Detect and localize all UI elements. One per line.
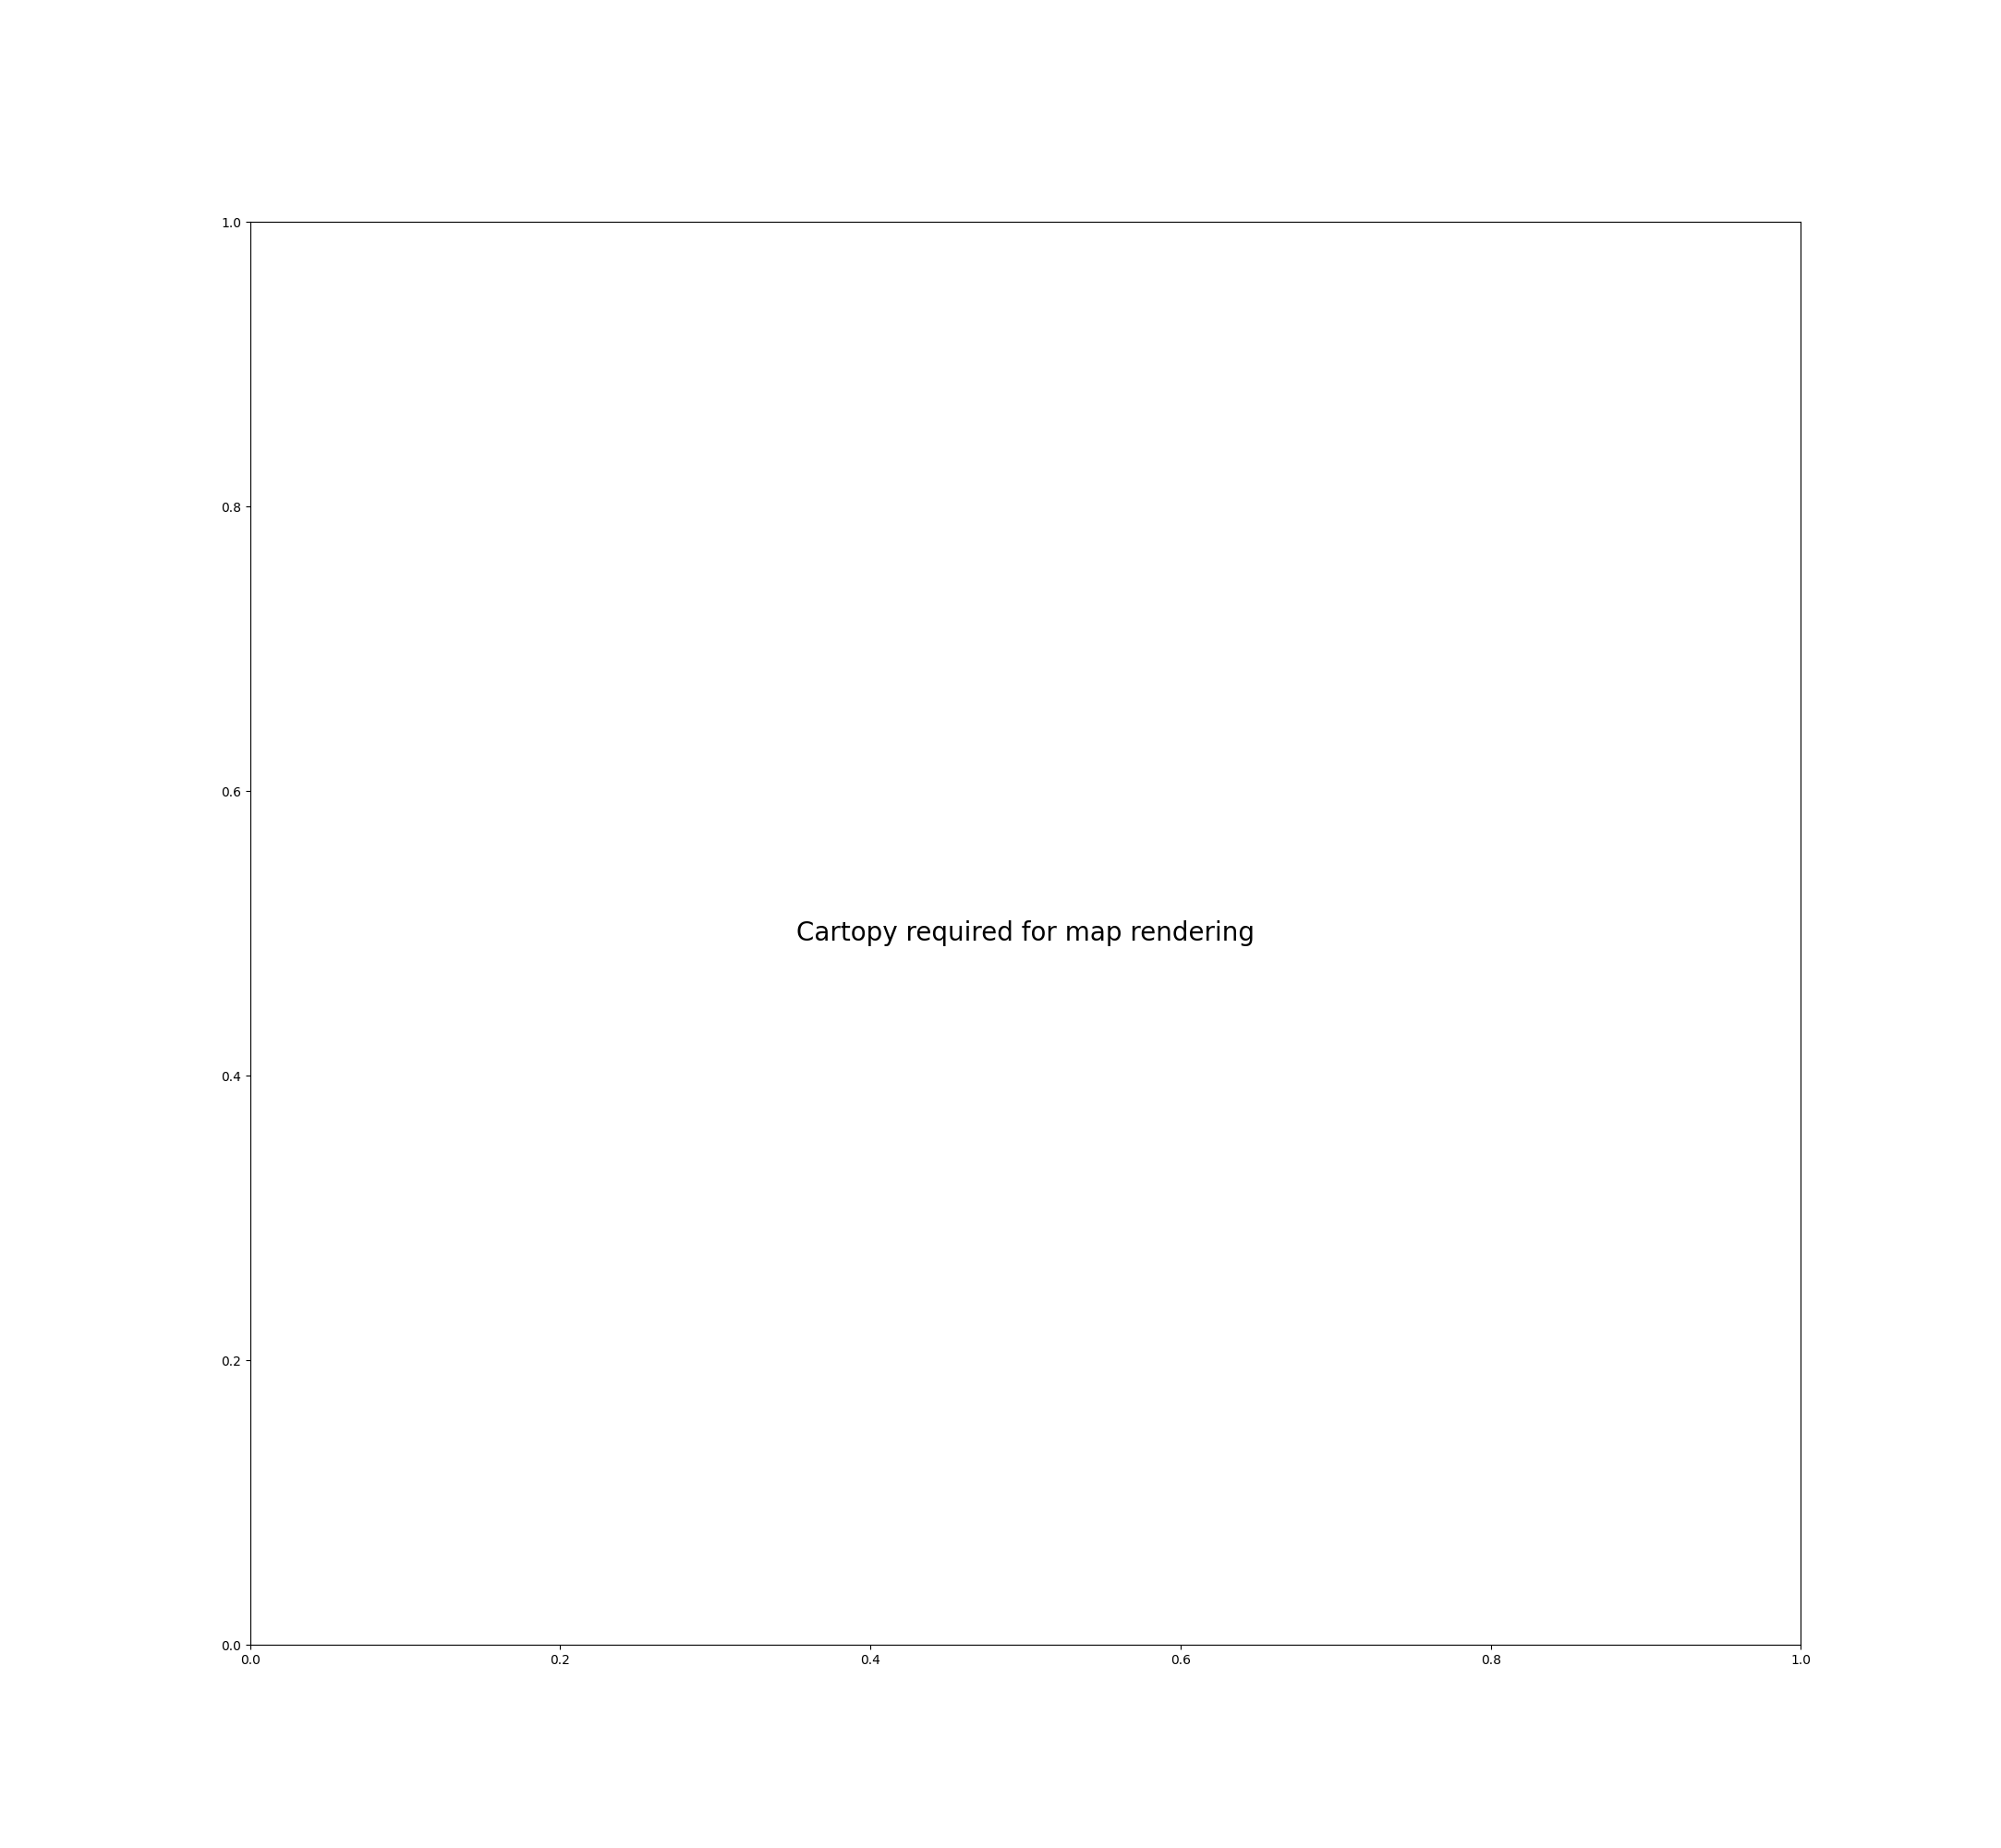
Text: Cartopy required for map rendering: Cartopy required for map rendering bbox=[796, 920, 1255, 946]
